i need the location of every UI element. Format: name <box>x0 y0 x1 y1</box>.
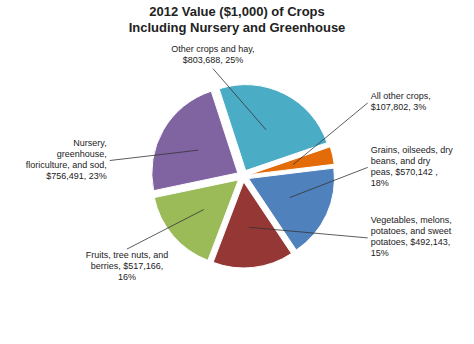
slice-label: Grains, oilseeds, drybeans, and drypeas,… <box>371 145 454 188</box>
slice-label-line: beans, and dry <box>371 156 431 166</box>
slice-label-line: Vegetables, melons, <box>371 215 452 225</box>
slice-label: All other crops,$107,802, 3% <box>371 91 431 112</box>
slice-label-line: All other crops, <box>371 91 431 101</box>
slice-label-line: $756,491, 23% <box>46 171 107 181</box>
leader-line <box>293 103 367 165</box>
slice-label-line: potatoes, and sweet <box>371 226 452 236</box>
slice-label-line: Other crops and hay, <box>171 44 254 54</box>
slice <box>152 91 238 190</box>
leader-line <box>290 167 368 197</box>
slice-label-line: greenhouse, <box>57 149 107 159</box>
slice-label-line: 18% <box>371 178 389 188</box>
leader-line <box>249 227 368 238</box>
slice-label-line: berries, $517,166, <box>91 261 164 271</box>
title-line: 2012 Value ($1,000) of Crops <box>149 4 325 19</box>
chart: 2012 Value ($1,000) of CropsIncluding Nu… <box>0 0 474 344</box>
slice-label-line: $107,802, 3% <box>371 102 427 112</box>
title-line: Including Nursery and Greenhouse <box>129 20 346 35</box>
slice-label-line: Grains, oilseeds, dry <box>371 145 454 155</box>
slice-label-line: 15% <box>371 248 389 258</box>
slice-label: Nursery,greenhouse,floriculture, and sod… <box>26 138 107 181</box>
slice-label: Vegetables, melons,potatoes, and sweetpo… <box>371 215 452 258</box>
slice-label-line: floriculture, and sod, <box>26 160 107 170</box>
slice-label-line: Fruits, tree nuts, and <box>86 250 169 260</box>
title: 2012 Value ($1,000) of CropsIncluding Nu… <box>129 4 346 35</box>
slice-label-line: $803,688, 25% <box>183 55 244 65</box>
slice-label: Fruits, tree nuts, andberries, $517,166,… <box>86 250 169 282</box>
slice-label-line: 16% <box>118 272 136 282</box>
pie: Other crops and hay,$803,688, 25% All oth… <box>26 44 454 283</box>
leader-line <box>127 210 204 250</box>
leader-line <box>110 150 199 160</box>
slice-label: Other crops and hay,$803,688, 25% <box>171 44 254 65</box>
slice-label-line: peas, $570,142 , <box>371 167 438 177</box>
slice-label-line: potatoes, $492,143, <box>371 237 451 247</box>
slice <box>154 180 238 260</box>
slice-label-line: Nursery, <box>73 138 106 148</box>
leader-line <box>213 69 266 130</box>
